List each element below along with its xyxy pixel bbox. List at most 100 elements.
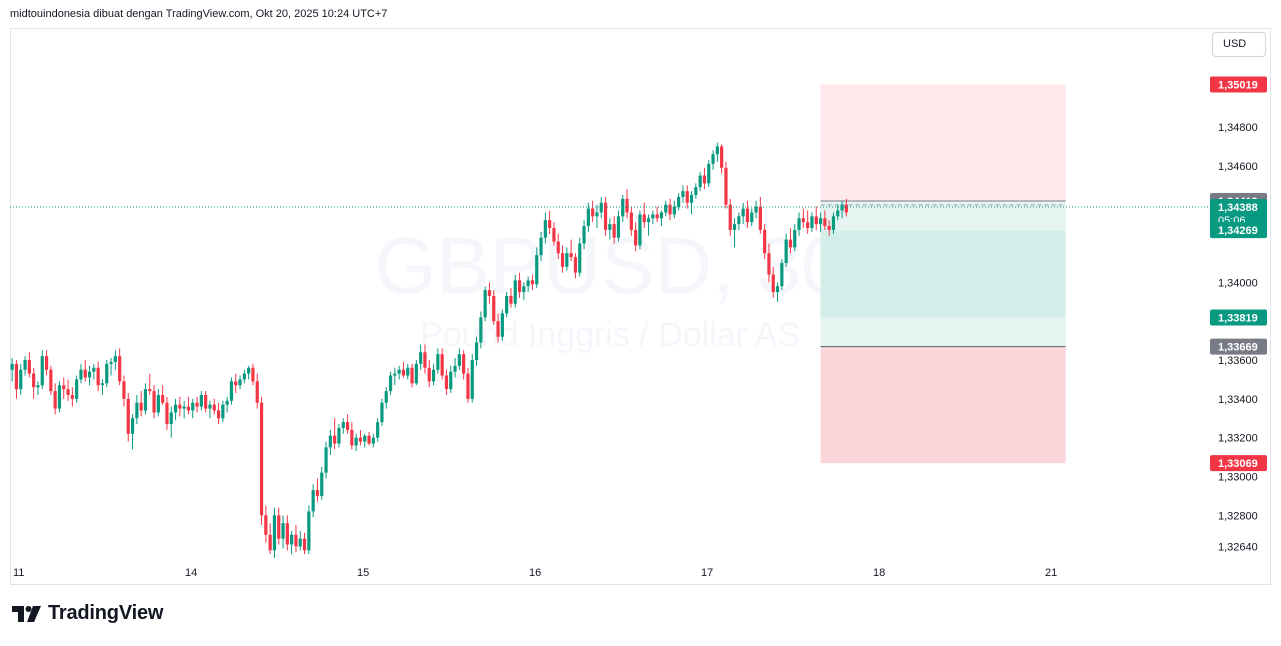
candle xyxy=(621,198,625,217)
candle xyxy=(169,412,173,425)
price-label-badge xyxy=(1210,199,1267,230)
candle xyxy=(152,391,156,413)
candle xyxy=(341,422,345,428)
candle xyxy=(806,222,810,228)
candle xyxy=(212,404,216,411)
candle xyxy=(75,379,79,399)
candle xyxy=(302,538,307,551)
position-secondary-zone xyxy=(820,317,1066,347)
candle xyxy=(599,202,603,213)
candle xyxy=(685,191,689,203)
candle xyxy=(79,369,83,380)
candle xyxy=(728,204,732,230)
tradingview-logo[interactable]: TradingView xyxy=(12,602,163,625)
candle xyxy=(737,216,741,225)
candle xyxy=(10,363,14,370)
candle xyxy=(148,389,152,392)
candle xyxy=(526,280,530,287)
candle xyxy=(70,394,74,399)
candle xyxy=(27,360,31,374)
candle xyxy=(363,435,367,442)
candle xyxy=(741,208,745,217)
candle xyxy=(423,352,427,368)
candle xyxy=(758,206,762,230)
price-tick-label: 1,34800 xyxy=(1218,122,1258,134)
candle xyxy=(677,196,681,207)
price-axis[interactable]: 1,34800 1,34600 1,34000 1,33600 1,33400 1,332… xyxy=(1218,122,1258,553)
candle xyxy=(720,146,724,168)
candle xyxy=(831,216,836,230)
candle xyxy=(578,243,582,273)
candle xyxy=(629,212,633,230)
position-upper-zone xyxy=(820,84,1066,201)
candle xyxy=(118,356,122,382)
candle xyxy=(470,360,474,399)
candle xyxy=(242,373,246,380)
candle xyxy=(479,317,483,343)
candle xyxy=(419,352,423,364)
candle xyxy=(818,218,823,225)
candle xyxy=(771,274,775,293)
candle xyxy=(376,422,380,438)
price-label-badge xyxy=(1210,76,1267,93)
candle xyxy=(509,295,513,304)
candle xyxy=(535,255,539,285)
candle xyxy=(453,365,457,372)
candle xyxy=(333,435,337,444)
candle xyxy=(659,212,664,219)
candle xyxy=(638,214,642,246)
time-axis[interactable]: 11 14 15 16 17 18 21 xyxy=(13,567,1057,579)
candle xyxy=(496,321,500,337)
candle xyxy=(780,262,784,287)
price-label-text: 1,35019 xyxy=(1218,80,1258,92)
position-tool[interactable] xyxy=(820,84,1066,464)
watermark-description: Pound Inggris / Dollar AS xyxy=(420,316,800,354)
candle xyxy=(285,523,289,545)
candle xyxy=(530,280,535,285)
candle xyxy=(539,237,543,256)
candle xyxy=(397,369,401,374)
candle xyxy=(823,218,827,227)
price-tick-label: 1,33400 xyxy=(1218,394,1258,406)
candle xyxy=(767,253,771,275)
candle xyxy=(358,437,363,442)
candle xyxy=(290,534,294,545)
candle xyxy=(689,194,694,203)
candle xyxy=(517,280,522,293)
candle xyxy=(543,220,547,238)
candle xyxy=(165,402,169,425)
candle xyxy=(487,290,492,296)
price-label-text: 1,33069 xyxy=(1218,458,1258,470)
candle xyxy=(96,367,100,386)
price-tick-label: 1,33000 xyxy=(1218,472,1258,484)
candle xyxy=(414,363,418,384)
candle xyxy=(801,218,805,223)
candle xyxy=(513,280,517,304)
candle xyxy=(345,422,350,430)
candle xyxy=(182,406,186,409)
price-label-badge xyxy=(1210,455,1267,472)
candle xyxy=(406,367,410,376)
candle xyxy=(707,163,711,184)
candle xyxy=(410,367,414,384)
currency-button[interactable]: USD xyxy=(1212,32,1266,57)
time-tick-label: 18 xyxy=(873,567,885,579)
candle xyxy=(281,523,285,539)
candle xyxy=(178,404,182,409)
price-tick-label: 1,34000 xyxy=(1218,277,1258,289)
candle xyxy=(320,472,324,496)
candle xyxy=(492,295,496,322)
tradingview-logo-icon xyxy=(12,605,41,622)
candle xyxy=(466,373,470,399)
time-tick-label: 15 xyxy=(357,567,369,579)
candle xyxy=(23,360,27,370)
candle xyxy=(173,404,178,413)
price-tick-label: 1,32640 xyxy=(1218,541,1258,553)
candle xyxy=(277,515,281,539)
candle xyxy=(664,204,668,213)
candle xyxy=(40,356,44,386)
candle xyxy=(216,410,221,419)
candle xyxy=(135,402,139,419)
position-profit-zone xyxy=(820,230,1066,318)
